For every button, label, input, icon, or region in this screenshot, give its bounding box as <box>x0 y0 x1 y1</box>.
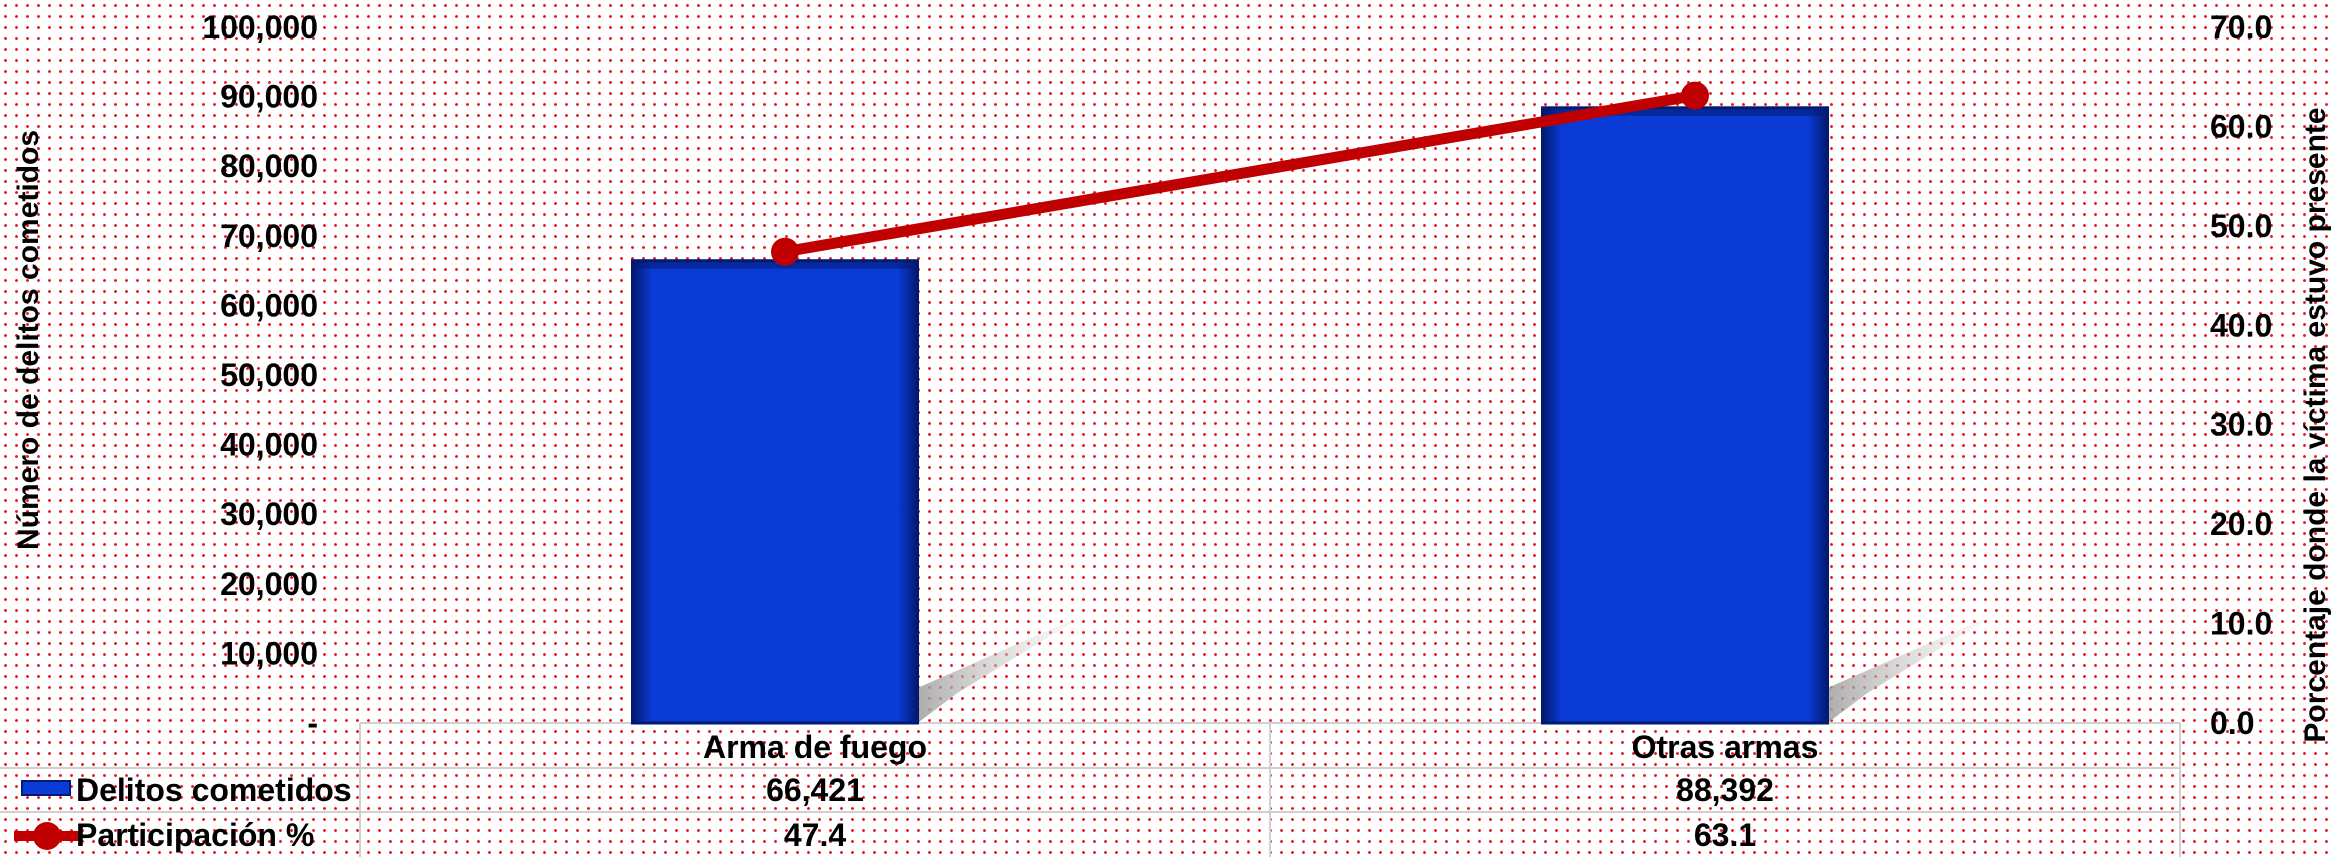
y-tick-label: - <box>307 705 318 741</box>
category-label: Arma de fuego <box>703 729 927 765</box>
y2-tick-label: 20.0 <box>2210 506 2272 542</box>
bar-shadow <box>917 613 1088 723</box>
table-cell: 88,392 <box>1676 772 1774 808</box>
legend-key-marker <box>33 822 61 850</box>
y-tick-label: 20,000 <box>220 566 318 602</box>
bar-shadow <box>1827 613 1998 723</box>
line-series <box>771 81 1709 266</box>
y2-tick-label: 60.0 <box>2210 108 2272 144</box>
bar-top-edge <box>1542 107 1828 116</box>
y2-tick-label: 10.0 <box>2210 606 2272 642</box>
y2-tick-label: 30.0 <box>2210 407 2272 443</box>
data-table: Delitos cometidos 66,421 88,392 Participaci… <box>14 772 1774 853</box>
y2-tick-label: 70.0 <box>2210 9 2272 45</box>
bar-arma-de-fuego <box>631 259 919 725</box>
right-axis-ticks: 0.0 10.0 20.0 30.0 40.0 50.0 60.0 70.0 <box>2210 9 2272 741</box>
y-tick-label: 10,000 <box>220 635 318 671</box>
y2-tick-label: 40.0 <box>2210 307 2272 343</box>
y2-tick-label: 50.0 <box>2210 208 2272 244</box>
table-cell: 63.1 <box>1694 817 1756 853</box>
bar-shadows <box>917 613 1998 723</box>
right-axis-title: Porcentaje donde la víctima estuvo prese… <box>2299 107 2332 742</box>
bar-otras-armas <box>1541 106 1829 725</box>
left-axis-ticks: - 10,000 20,000 30,000 40,000 50,000 60,000 70,… <box>202 9 318 741</box>
table-cell: 47.4 <box>784 817 846 853</box>
bar-series <box>631 106 1829 725</box>
series-name: Delitos cometidos <box>76 772 352 808</box>
category-label: Otras armas <box>1632 729 1819 765</box>
bar-top-edge <box>632 260 918 269</box>
y-tick-label: 30,000 <box>220 496 318 532</box>
y-tick-label: 100,000 <box>202 9 318 45</box>
line-point <box>771 237 799 266</box>
y-tick-label: 90,000 <box>220 79 318 115</box>
y-tick-label: 80,000 <box>220 148 318 184</box>
left-axis-title: Número de delitos cometidos <box>12 130 45 550</box>
category-labels: Arma de fuego Otras armas <box>703 729 1818 765</box>
table-cell: 66,421 <box>766 772 864 808</box>
y-tick-label: 40,000 <box>220 427 318 463</box>
y-tick-label: 60,000 <box>220 287 318 323</box>
participacion-line <box>784 90 1696 258</box>
line-point <box>1681 81 1709 110</box>
y-tick-label: 70,000 <box>220 218 318 254</box>
y2-tick-label: 0.0 <box>2210 705 2254 741</box>
y-tick-label: 50,000 <box>220 357 318 393</box>
legend-key-bar <box>21 780 71 796</box>
series-name: Participación % <box>76 817 314 853</box>
